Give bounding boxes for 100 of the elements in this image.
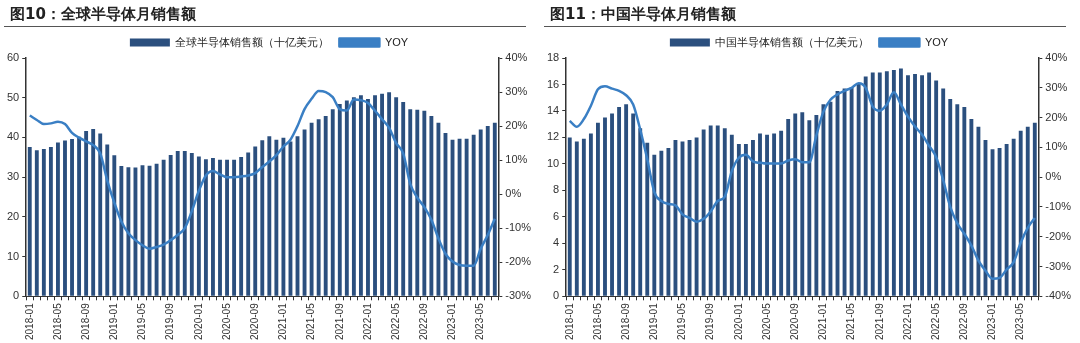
y-tick-label: 8: [553, 183, 560, 196]
x-tick-label: 2023-05: [1014, 302, 1026, 340]
bar: [574, 141, 579, 296]
bar: [98, 133, 103, 296]
y2-tick-label: -10%: [1045, 199, 1072, 212]
y-tick-label: 18: [546, 51, 560, 64]
bar: [485, 125, 490, 296]
bar: [239, 156, 244, 296]
bar: [316, 119, 321, 296]
x-tick-label: 2022-05: [929, 302, 941, 340]
bar: [934, 80, 939, 296]
chart-title: 图10：全球半导体月销售额: [4, 4, 526, 27]
bar: [786, 118, 791, 296]
bar: [323, 115, 328, 296]
y2-tick-label: -30%: [1045, 259, 1072, 272]
legend-label: 中国半导体销售额（十亿美元）: [715, 35, 870, 48]
bar: [927, 72, 932, 296]
x-tick-label: 2021-01: [277, 302, 289, 340]
bar: [581, 138, 586, 296]
bar: [863, 76, 868, 296]
bar: [253, 146, 258, 296]
line-series: [568, 82, 1037, 280]
bar: [63, 140, 67, 296]
x-tick-label: 2019-09: [704, 302, 716, 340]
bar: [638, 128, 643, 296]
bar: [624, 104, 629, 296]
y2-tick-label: -10%: [505, 221, 532, 234]
y-tick-label: 20: [6, 209, 20, 222]
y2-tick-label: 0%: [505, 187, 522, 200]
y-tick-label: 16: [546, 77, 560, 90]
x-tick-label: 2023-05: [474, 302, 486, 340]
bar: [617, 106, 622, 296]
x-tick-label: 2022-09: [418, 302, 430, 340]
bar: [856, 83, 861, 296]
bar: [70, 139, 74, 296]
bar: [736, 144, 741, 296]
x-tick-label: 2022-09: [958, 302, 970, 340]
bar: [464, 138, 469, 296]
y2-tick-label: 10%: [1045, 140, 1068, 153]
bar: [309, 122, 314, 296]
bar: [351, 97, 356, 296]
bar: [1011, 138, 1016, 296]
bar: [1018, 130, 1023, 296]
x-tick-label: 2021-09: [333, 302, 345, 340]
bar: [891, 69, 896, 296]
chart-title: 图11：中国半导体月销售额: [544, 4, 1066, 27]
bar: [793, 113, 798, 296]
bar: [492, 122, 497, 296]
y-tick-label: 6: [553, 209, 560, 222]
bar: [715, 125, 720, 296]
bar: [415, 109, 420, 296]
bar: [708, 125, 713, 296]
y-tick-label: 60: [6, 51, 20, 64]
bar: [610, 113, 614, 296]
y2-tick-label: -30%: [505, 289, 532, 302]
bar: [870, 72, 875, 296]
x-tick-label: 2018-05: [51, 302, 63, 340]
bar: [380, 93, 384, 296]
x-tick-label: 2023-01: [986, 302, 998, 340]
x-tick-label: 2022-05: [389, 302, 401, 340]
y2-tick-label: 10%: [505, 153, 528, 166]
y-tick-label: 0: [13, 289, 20, 302]
bar: [877, 72, 882, 296]
y-tick-label: 10: [6, 249, 20, 262]
bar: [246, 152, 251, 296]
bar: [373, 95, 377, 296]
x-tick-label: 2021-01: [817, 302, 829, 340]
bar: [112, 155, 117, 296]
bar: [567, 137, 572, 296]
bar: [429, 115, 434, 296]
x-tick-label: 2019-05: [136, 302, 148, 340]
x-tick-label: 2022-01: [361, 302, 373, 340]
bar: [652, 154, 657, 296]
bar: [77, 136, 82, 296]
bar: [203, 159, 208, 296]
bar: [267, 136, 272, 296]
x-tick-label: 2018-05: [591, 302, 603, 340]
bar: [281, 137, 286, 296]
y2-tick-label: -20%: [1045, 229, 1072, 242]
bar: [196, 156, 201, 296]
bar: [800, 112, 805, 296]
x-tick-label: 2019-01: [108, 302, 120, 340]
bar: [814, 114, 819, 296]
x-tick-label: 2023-01: [446, 302, 458, 340]
bar: [821, 104, 826, 296]
bar: [884, 71, 889, 296]
x-tick-label: 2020-09: [788, 302, 800, 340]
bar: [1032, 122, 1037, 296]
bar: [596, 122, 600, 296]
bar: [588, 133, 593, 296]
bar: [898, 68, 903, 296]
bar: [91, 129, 96, 296]
x-tick-label: 2018-09: [79, 302, 91, 340]
bar: [478, 129, 483, 296]
line-series: [28, 89, 497, 267]
x-tick-label: 2021-09: [873, 302, 885, 340]
bar: [976, 126, 981, 296]
y2-tick-label: -20%: [505, 255, 532, 268]
x-tick-label: 2018-01: [23, 302, 35, 340]
x-tick-label: 2018-01: [563, 302, 575, 340]
